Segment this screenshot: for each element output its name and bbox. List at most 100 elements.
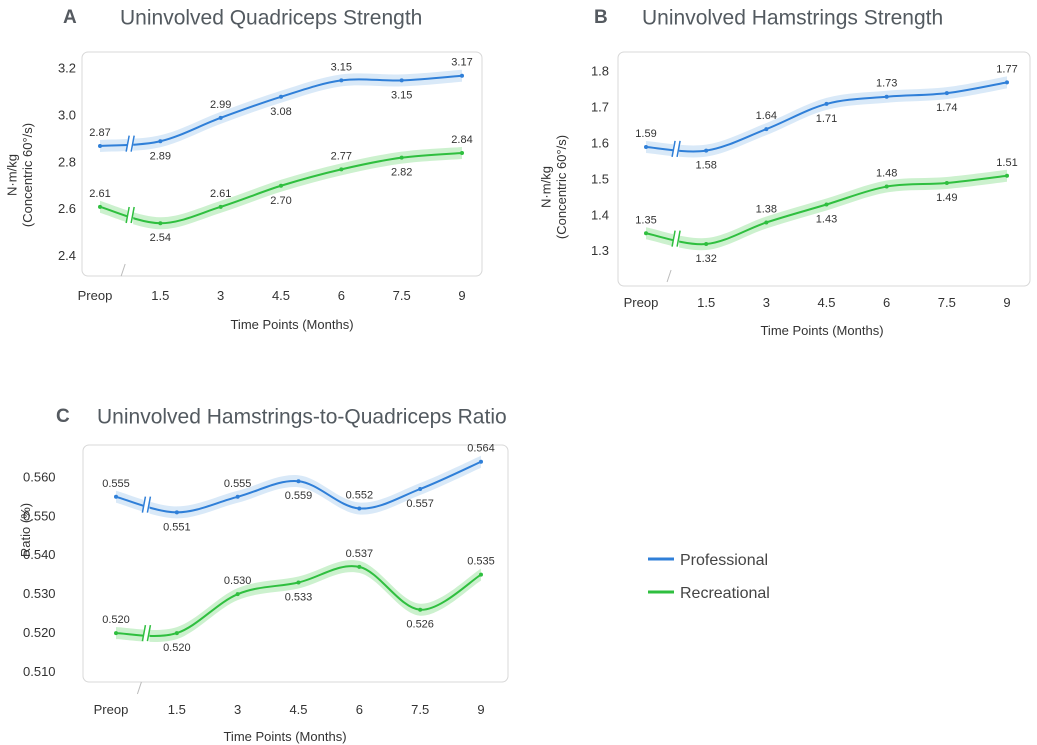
data-label: 1.58 — [695, 160, 716, 172]
axis-break-mark — [666, 269, 672, 283]
data-label: 0.552 — [346, 489, 374, 501]
data-label: 1.71 — [816, 113, 837, 125]
data-label: 2.61 — [210, 188, 231, 200]
x-tick-label: 7.5 — [393, 288, 411, 303]
data-label: 2.99 — [210, 99, 231, 111]
data-label: 0.555 — [102, 478, 130, 490]
data-point — [339, 167, 344, 172]
data-label: 0.520 — [102, 614, 130, 626]
plot-frame — [82, 444, 509, 683]
confidence-band — [646, 76, 1007, 158]
y-tick-label: 0.510 — [23, 664, 56, 679]
x-tick-label: Preop — [624, 295, 659, 310]
y-axis-label: Ratio (%) — [18, 503, 33, 557]
x-tick-label: 1.5 — [151, 288, 169, 303]
data-point — [235, 592, 240, 597]
data-label: 3.15 — [331, 61, 352, 73]
x-tick-label: Preop — [78, 288, 113, 303]
confidence-band — [646, 169, 1007, 251]
y-axis-label-line: (Concentric 60°/s) — [20, 123, 35, 227]
data-point — [174, 631, 179, 636]
line-break-mark — [141, 496, 152, 513]
x-tick-label: 7.5 — [411, 702, 429, 717]
x-tick-label: 9 — [1003, 295, 1010, 310]
data-point — [98, 143, 102, 148]
y-axis-label: N·m/kg(Concentric 60°/s) — [5, 123, 36, 227]
confidence-band — [116, 560, 481, 642]
data-label: 1.35 — [635, 214, 656, 226]
y-tick-label: 1.8 — [591, 64, 609, 79]
y-tick-label: 3.0 — [58, 108, 76, 123]
y-tick-label: 1.7 — [591, 100, 609, 115]
x-tick-label: 4.5 — [289, 702, 307, 717]
data-label: 1.32 — [695, 253, 716, 265]
data-point — [218, 115, 223, 120]
y-tick-label: 0.540 — [23, 547, 56, 562]
line-break-gap — [143, 495, 150, 514]
series-professional: 0.555 0.551 0.555 0.559 0.552 0.557 0.564 — [102, 443, 495, 534]
plot-frame — [617, 51, 1031, 287]
x-tick-label: 4.5 — [817, 295, 835, 310]
data-point — [944, 91, 949, 96]
y-tick-label: 0.520 — [23, 625, 56, 640]
data-point — [279, 94, 283, 99]
chart-title: Uninvolved Hamstrings-to-Quadriceps Rati… — [97, 406, 507, 429]
line-break-gap — [127, 134, 134, 153]
chart-title: Uninvolved Hamstrings Strength — [642, 7, 943, 30]
data-point — [460, 150, 464, 155]
data-label: 3.15 — [391, 89, 412, 101]
x-tick-label: 9 — [458, 288, 465, 303]
x-axis-label: Time Points (Months) — [760, 323, 883, 338]
series-recreational: 1.35 1.32 1.38 1.43 1.48 1.49 1.51 — [635, 157, 1017, 265]
data-point — [357, 564, 362, 569]
data-point — [884, 94, 889, 99]
x-tick-label: 7.5 — [938, 295, 956, 310]
x-tick-label: 6 — [338, 288, 345, 303]
data-point — [399, 78, 404, 83]
data-label: 1.74 — [936, 102, 957, 114]
chart-panel-b: B Uninvolved Hamstrings Strength 1.3 1.4 1.5… — [539, 7, 1031, 338]
data-label: 2.61 — [89, 188, 110, 200]
line-break-mark — [671, 230, 681, 247]
y-tick-label: 0.550 — [23, 508, 56, 523]
panel-letter: A — [63, 7, 77, 28]
data-label: 1.73 — [876, 78, 897, 90]
data-point — [884, 184, 889, 189]
data-point — [418, 607, 423, 612]
panel-letter: B — [594, 7, 608, 28]
data-label: 0.557 — [406, 498, 434, 510]
y-tick-label: 1.5 — [591, 171, 609, 186]
data-point — [114, 494, 118, 499]
data-point — [357, 506, 362, 511]
data-label: 1.51 — [996, 157, 1017, 169]
data-point — [824, 101, 829, 106]
x-axis-label: Time Points (Months) — [230, 317, 353, 332]
data-point — [479, 572, 483, 577]
data-point — [174, 510, 179, 515]
data-label: 0.564 — [467, 443, 495, 455]
data-label: 2.84 — [451, 134, 472, 146]
data-label: 1.48 — [876, 168, 897, 180]
x-tick-label: 4.5 — [272, 288, 290, 303]
legend-label-professional: Professional — [680, 552, 768, 569]
y-tick-label: 2.4 — [58, 248, 76, 263]
data-label: 0.537 — [346, 548, 374, 560]
data-label: 1.59 — [635, 128, 656, 140]
line-break-gap — [673, 139, 680, 158]
x-axis-label: Time Points (Months) — [223, 729, 346, 744]
y-tick-label: 0.530 — [23, 586, 56, 601]
x-tick-label: 6 — [883, 295, 890, 310]
y-tick-label: 1.3 — [591, 243, 609, 258]
series-recreational: 2.61 2.54 2.61 2.70 2.77 2.82 2.84 — [89, 134, 472, 244]
data-point — [339, 78, 344, 83]
x-tick-label: 9 — [477, 702, 484, 717]
data-label: 0.530 — [224, 575, 252, 587]
data-point — [114, 631, 118, 636]
y-axis-label-line: (Concentric 60°/s) — [554, 135, 569, 239]
data-label: 0.520 — [163, 642, 191, 654]
data-label: 0.535 — [467, 556, 495, 568]
x-tick-label: 1.5 — [168, 702, 186, 717]
data-label: 1.49 — [936, 192, 957, 204]
data-point — [704, 148, 709, 153]
y-axis-label-line: N·m/kg — [5, 154, 20, 196]
